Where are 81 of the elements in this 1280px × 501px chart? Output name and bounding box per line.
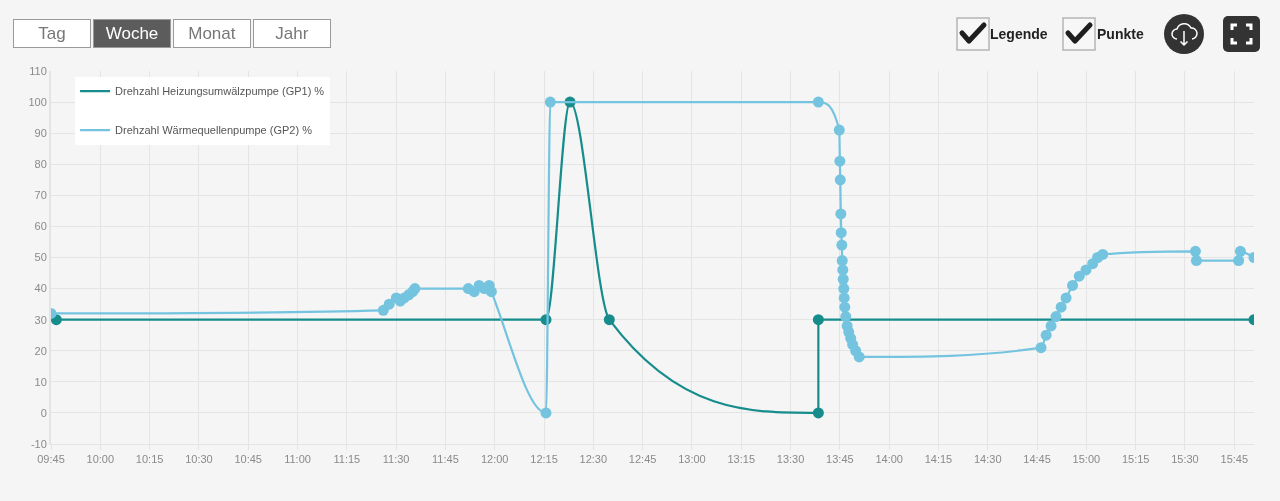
point — [834, 155, 846, 167]
point — [837, 273, 849, 285]
text: Jahr — [275, 24, 309, 43]
y-tick-label: -10 — [30, 437, 47, 450]
x-tick-label: 10:15 — [135, 453, 164, 466]
text: Tag — [38, 24, 66, 43]
x-tick-label: 11:00 — [284, 453, 311, 466]
x-tick-label: 13:30 — [776, 453, 805, 466]
point — [834, 174, 846, 186]
text: Legende — [990, 26, 1048, 42]
y-tick-label: 60 — [34, 220, 47, 233]
x-tick-label: 11:15 — [333, 453, 361, 466]
y-tick-label: 10 — [34, 375, 47, 388]
point — [853, 351, 865, 363]
x-tick-label: 13:00 — [678, 453, 706, 466]
point — [840, 311, 852, 323]
x-tick-label: 15:45 — [1220, 453, 1249, 466]
point — [603, 314, 615, 326]
x-tick-label: 10:30 — [185, 453, 213, 466]
y-tick-label: 110 — [29, 64, 47, 77]
point — [835, 227, 847, 239]
x-tick-label: 11:30 — [382, 453, 410, 466]
point — [1097, 248, 1109, 260]
x-tick-label: 14:45 — [1023, 453, 1051, 466]
point — [838, 283, 850, 295]
point — [1073, 270, 1085, 282]
x-tick-label: 12:45 — [628, 453, 657, 466]
point — [833, 124, 845, 136]
point — [383, 298, 395, 310]
legend-label: Drehzahl Heizungsumwälzpumpe (GP1) % — [115, 85, 325, 98]
point — [837, 264, 849, 276]
y-tick-label: 100 — [28, 95, 47, 108]
y-tick-label: 70 — [34, 189, 47, 202]
point — [836, 239, 848, 251]
y-tick-label: 40 — [34, 282, 47, 295]
point — [1040, 329, 1052, 341]
point — [838, 292, 850, 304]
point — [1234, 245, 1246, 257]
text: Woche — [105, 24, 159, 43]
point — [1035, 342, 1047, 354]
y-tick-label: 30 — [34, 313, 47, 326]
x-tick-label: 15:30 — [1171, 453, 1199, 466]
point — [839, 301, 851, 313]
x-tick-label: 12:30 — [579, 453, 608, 466]
text: Punkte — [1097, 26, 1144, 42]
x-tick-label: 11:45 — [432, 453, 459, 466]
point — [836, 255, 848, 267]
point — [1055, 301, 1067, 313]
y-tick-label: 20 — [34, 344, 47, 357]
x-tick-label: 13:45 — [826, 453, 854, 466]
x-tick-label: 12:15 — [530, 453, 558, 466]
point — [540, 407, 552, 419]
x-tick-label: 14:30 — [973, 453, 1002, 466]
point — [812, 314, 824, 326]
y-tick-label: 0 — [40, 406, 47, 419]
x-tick-label: 09:45 — [37, 453, 65, 466]
x-tick-label: 12:00 — [480, 453, 509, 466]
point — [835, 208, 847, 220]
y-tick-label: 50 — [34, 251, 47, 264]
point — [544, 96, 556, 108]
point — [485, 286, 497, 298]
point — [812, 407, 824, 419]
y-tick-label: 80 — [34, 158, 47, 171]
x-tick-label: 15:00 — [1072, 453, 1101, 466]
point — [1067, 279, 1079, 291]
x-tick-label: 15:15 — [1121, 453, 1150, 466]
point — [1050, 311, 1062, 323]
x-tick-label: 10:00 — [86, 453, 115, 466]
point — [1189, 245, 1201, 257]
y-tick-label: 90 — [34, 127, 47, 140]
x-tick-label: 14:00 — [875, 453, 903, 466]
point — [812, 96, 824, 108]
x-tick-label: 14:15 — [924, 453, 953, 466]
point — [1045, 320, 1057, 332]
text: Monat — [188, 24, 236, 43]
legend-label: Drehzahl Wärmequellenpumpe (GP2) % — [115, 124, 313, 137]
x-tick-label: 13:15 — [727, 453, 756, 466]
point — [1233, 255, 1245, 267]
point — [1060, 292, 1072, 304]
x-tick-label: 10:45 — [234, 453, 262, 466]
point — [1190, 255, 1202, 267]
